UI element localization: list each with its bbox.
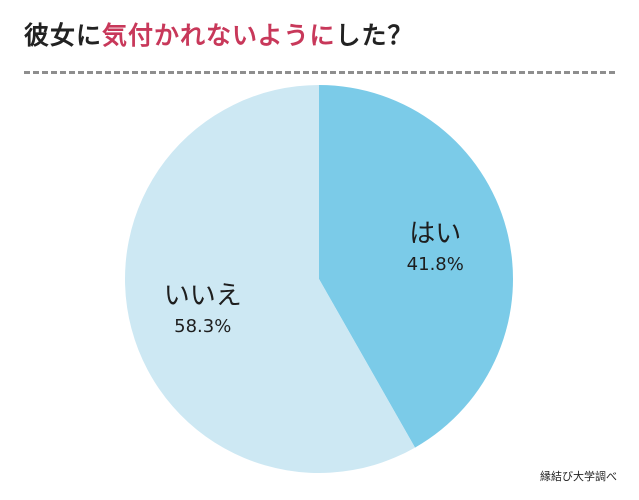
slice-label-1: はい xyxy=(409,219,461,249)
pie-slices xyxy=(125,85,513,474)
title-part-1: 彼女に xyxy=(24,21,103,50)
title-divider xyxy=(24,71,615,74)
pie-slice-2 xyxy=(125,85,416,474)
pie-labels: はい 41.8% いいえ 58.3% xyxy=(164,219,464,337)
title-highlight: 気付かれないように xyxy=(102,21,336,50)
chart-title: 彼女に気付かれないようにした？ xyxy=(24,16,414,52)
slice-value-2: 58.3% xyxy=(174,316,231,337)
pie-slice-1 xyxy=(319,85,513,448)
slice-value-1: 41.8% xyxy=(407,254,464,275)
title-part-3: した？ xyxy=(335,21,414,50)
source-note: 縁結び大学調べ xyxy=(540,470,617,483)
slice-label-2: いいえ xyxy=(164,281,242,311)
